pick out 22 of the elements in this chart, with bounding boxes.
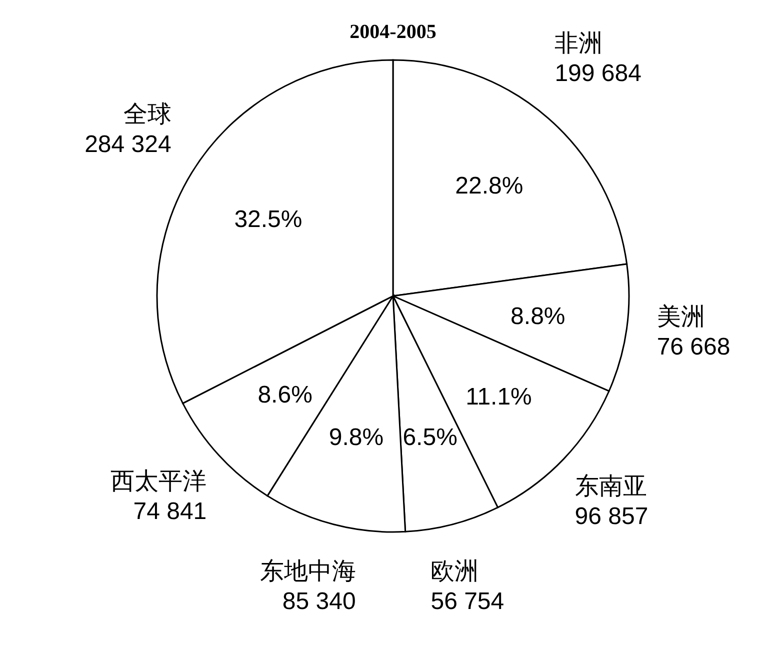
text: 32.5% [234,206,302,234]
data-label: 284 324 [84,130,172,158]
slice-label: 欧洲 [430,558,479,585]
text: 22.8% [455,172,524,200]
text: 6.5% [402,424,458,452]
data-label: 74 841 [133,498,207,526]
text: 8.8% [510,302,566,330]
slice-label: 非洲 [554,30,603,57]
text: 9.8% [328,424,384,452]
slice-label: 东地中海 [260,558,356,585]
data-label: 199 684 [554,60,642,87]
text: 8.6% [258,381,312,408]
slice-label: 美洲 [656,304,705,331]
data-label: 76 668 [656,334,730,361]
data-label: 85 340 [282,588,356,615]
chart-title: 2004-2005 [350,21,436,43]
slice-label: 西太平洋 [110,468,207,496]
data-label: 96 857 [574,502,648,530]
text: 11.1% [466,384,532,411]
slice-label: 全球 [123,100,172,128]
data-label: 56 754 [430,588,504,615]
slice-label: 东南亚 [574,472,647,500]
